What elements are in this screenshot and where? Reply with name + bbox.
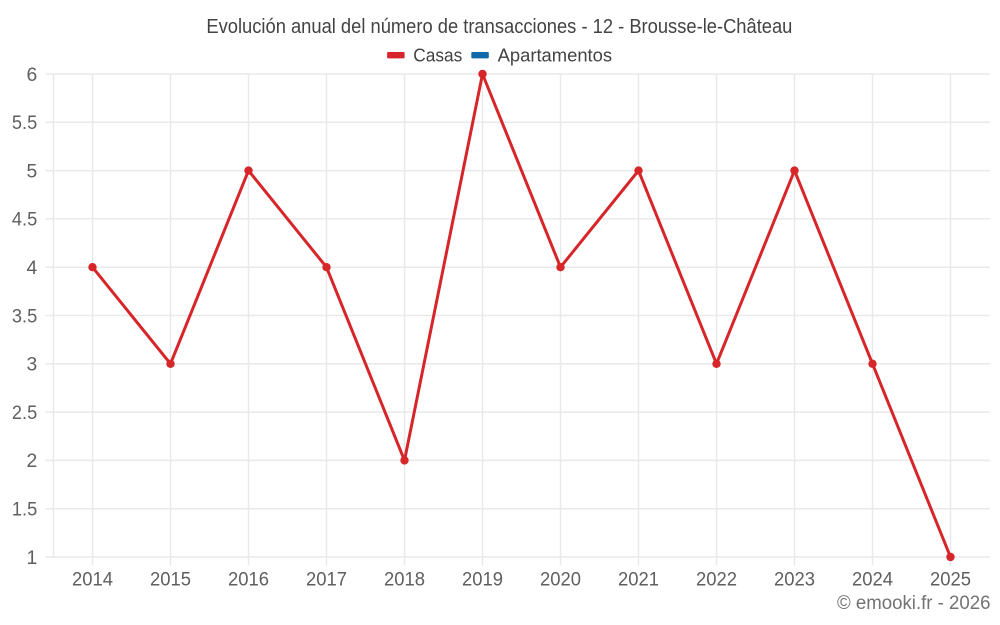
svg-text:2017: 2017 bbox=[306, 569, 347, 591]
svg-text:Casas: Casas bbox=[413, 45, 462, 66]
svg-text:1: 1 bbox=[26, 548, 37, 569]
svg-text:Evolución anual del número de: Evolución anual del número de transaccio… bbox=[206, 16, 792, 38]
svg-text:3: 3 bbox=[26, 355, 37, 376]
svg-text:2025: 2025 bbox=[930, 569, 971, 591]
svg-text:6: 6 bbox=[26, 65, 37, 86]
svg-text:2023: 2023 bbox=[774, 569, 815, 591]
svg-text:© emooki.fr - 2026: © emooki.fr - 2026 bbox=[837, 593, 991, 614]
svg-text:4.5: 4.5 bbox=[12, 210, 37, 231]
svg-text:2014: 2014 bbox=[72, 569, 113, 591]
svg-text:2.5: 2.5 bbox=[12, 403, 37, 424]
svg-text:2022: 2022 bbox=[696, 569, 737, 591]
svg-text:2021: 2021 bbox=[618, 569, 659, 591]
svg-text:2018: 2018 bbox=[384, 569, 425, 591]
svg-text:2019: 2019 bbox=[462, 569, 503, 591]
svg-text:2015: 2015 bbox=[150, 569, 191, 591]
svg-text:5.5: 5.5 bbox=[12, 113, 37, 134]
svg-text:Apartamentos: Apartamentos bbox=[498, 45, 612, 66]
svg-text:2016: 2016 bbox=[228, 569, 269, 591]
svg-text:2: 2 bbox=[26, 451, 37, 472]
svg-text:2020: 2020 bbox=[540, 569, 581, 591]
svg-text:5: 5 bbox=[26, 161, 37, 182]
svg-text:2024: 2024 bbox=[852, 569, 893, 591]
svg-text:3.5: 3.5 bbox=[12, 306, 37, 327]
svg-text:4: 4 bbox=[26, 258, 37, 279]
svg-text:1.5: 1.5 bbox=[12, 500, 37, 521]
